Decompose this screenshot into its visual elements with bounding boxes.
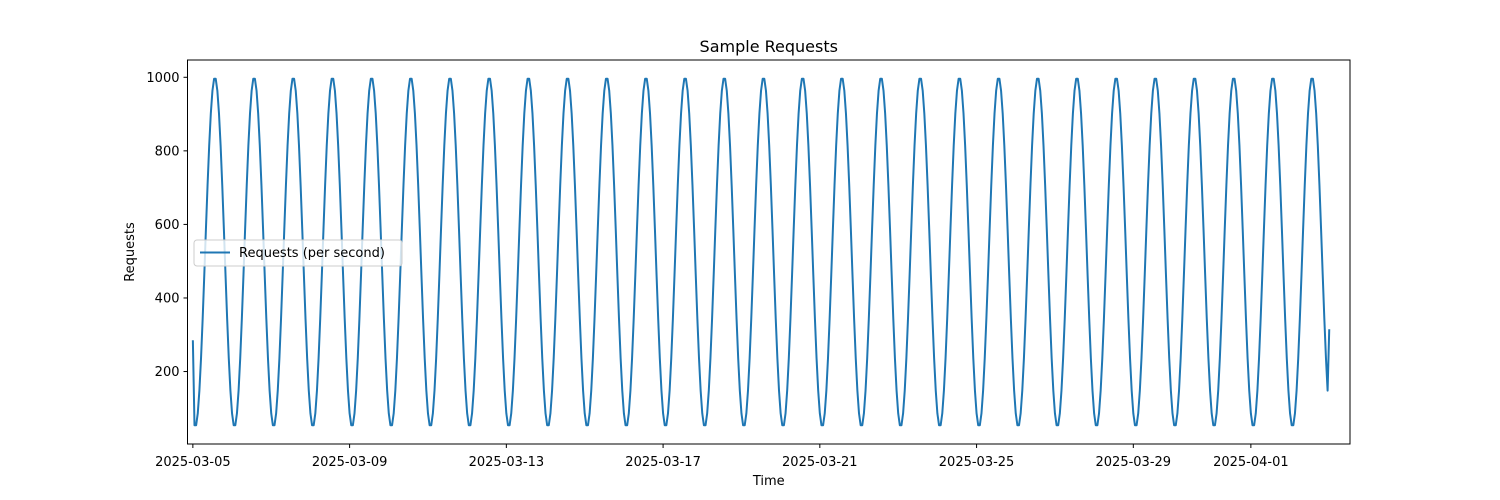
y-tick-label: 1000 bbox=[146, 71, 179, 86]
x-tick-label: 2025-03-21 bbox=[782, 455, 858, 470]
legend: Requests (per second) bbox=[193, 239, 403, 267]
legend-label-requests: Requests (per second) bbox=[239, 246, 385, 261]
x-tick-label: 2025-04-01 bbox=[1213, 455, 1289, 470]
chart-title: Sample Requests bbox=[700, 37, 838, 56]
y-tick-label: 600 bbox=[155, 218, 180, 233]
legend-box bbox=[193, 239, 403, 267]
x-tick-label: 2025-03-09 bbox=[312, 455, 388, 470]
y-tick-label: 400 bbox=[155, 291, 180, 306]
x-tick-label: 2025-03-05 bbox=[155, 455, 231, 470]
y-tick-label: 800 bbox=[155, 144, 180, 159]
x-axis-ticks: 2025-03-05 2025-03-09 2025-03-13 2025-03-17… bbox=[155, 444, 1289, 470]
x-tick-label: 2025-03-29 bbox=[1096, 455, 1172, 470]
x-tick-label: 2025-03-25 bbox=[939, 455, 1015, 470]
x-tick-label: 2025-03-13 bbox=[469, 455, 545, 470]
x-axis-label: Time bbox=[752, 474, 785, 489]
y-axis-ticks: 200 400 600 800 1000 bbox=[146, 71, 188, 380]
y-axis-label: Requests bbox=[123, 222, 138, 282]
x-tick-label: 2025-03-17 bbox=[625, 455, 701, 470]
y-tick-label: 200 bbox=[155, 365, 180, 380]
series-line-requests bbox=[191, 77, 1331, 427]
